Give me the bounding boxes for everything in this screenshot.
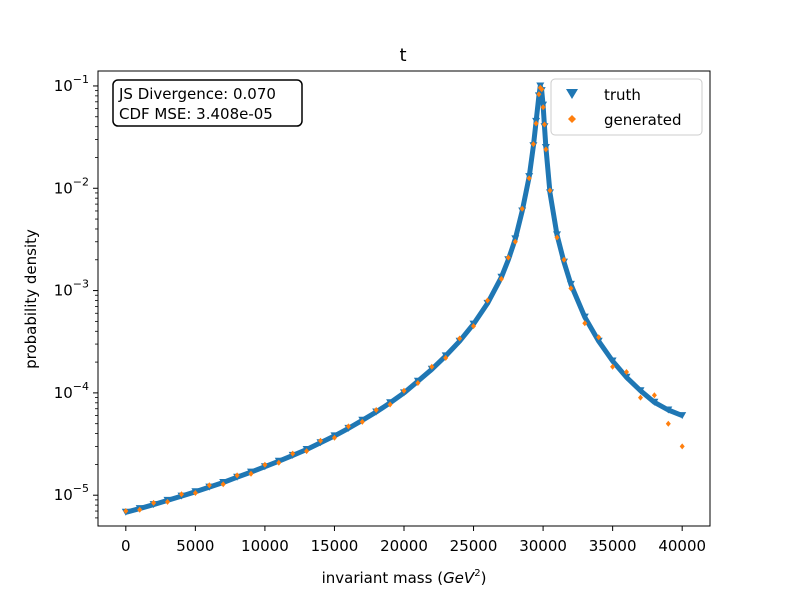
generated-point: [638, 394, 643, 401]
x-axis-label-exponent: 2: [474, 568, 480, 579]
truth-point: [594, 337, 603, 345]
generated-point: [512, 238, 518, 245]
annotation-cdf-mse: CDF MSE: 3.408e-05: [119, 105, 273, 123]
generated-point: [610, 363, 616, 370]
generated-series: [123, 84, 685, 514]
x-tick-label: 30000: [519, 537, 567, 555]
generated-point: [624, 369, 629, 375]
truth-point: [664, 406, 673, 414]
generated-point: [276, 459, 282, 466]
legend: truth generated: [550, 78, 703, 136]
x-tick-label: 35000: [589, 537, 637, 555]
generated-point: [206, 482, 212, 489]
generated-point: [554, 234, 560, 241]
generated-point: [443, 354, 449, 361]
x-tick-label: 20000: [380, 537, 428, 555]
generated-point: [471, 323, 476, 330]
generated-point: [248, 470, 254, 477]
truth-point: [608, 357, 617, 365]
generated-point: [533, 120, 539, 127]
generated-point: [415, 380, 421, 386]
generated-point: [536, 91, 542, 98]
plot-area: [98, 71, 710, 526]
generated-point: [262, 461, 268, 468]
generated-point: [192, 490, 198, 496]
generated-point: [304, 448, 310, 455]
generated-point: [547, 187, 553, 194]
generated-point: [542, 121, 547, 128]
y-tick-label: 10−4: [54, 380, 89, 402]
generated-point: [539, 86, 545, 93]
y-tick-label: 10−1: [54, 73, 89, 95]
generated-point: [561, 256, 567, 263]
x-axis-label: invariant mass (GeV2): [322, 568, 487, 587]
generated-point: [151, 499, 157, 506]
generated-point: [485, 297, 490, 304]
truth-series-line: [125, 83, 684, 515]
generated-point: [665, 420, 671, 427]
x-tick-label: 15000: [311, 537, 359, 555]
generated-point: [582, 320, 588, 327]
generated-point: [543, 146, 549, 153]
x-tick-label: 40000: [658, 537, 706, 555]
generated-point: [332, 434, 337, 441]
generated-point: [234, 472, 240, 479]
x-tick-label: 0: [121, 537, 131, 555]
generated-point: [137, 506, 143, 513]
y-tick-label: 10−3: [54, 278, 89, 300]
generated-point: [568, 285, 574, 292]
x-axis-label-text: invariant mass (: [322, 569, 443, 587]
generated-point: [123, 508, 129, 514]
generated-point: [429, 363, 435, 370]
x-tick-label: 25000: [450, 537, 498, 555]
truth-point: [566, 280, 575, 288]
annotation-js-divergence: JS Divergence: 0.070: [118, 85, 276, 103]
truth-point: [678, 412, 687, 420]
generated-point: [540, 104, 546, 111]
generated-point: [318, 437, 323, 444]
generated-point: [457, 335, 463, 342]
truth-point: [636, 387, 645, 395]
y-tick-label: 10−5: [54, 482, 89, 504]
generated-point: [345, 423, 351, 430]
y-tick-label: 10−2: [54, 175, 89, 197]
y-axis-label: probability density: [22, 229, 40, 369]
annotation-box: JS Divergence: 0.070 CDF MSE: 3.408e-05: [112, 79, 303, 127]
y-axis: 10−5 10−4 10−3 10−2 10−1: [54, 73, 98, 519]
truth-curve: [125, 83, 684, 515]
generated-point: [290, 450, 296, 457]
generated-point: [359, 418, 365, 425]
generated-point: [530, 141, 536, 148]
truth-point: [650, 398, 659, 406]
generated-point: [179, 491, 184, 498]
generated-point: [505, 254, 511, 261]
x-axis-label-close: ): [481, 569, 487, 587]
legend-label-truth: truth: [604, 86, 641, 104]
generated-point: [519, 205, 525, 212]
legend-frame: [550, 78, 703, 136]
generated-point: [526, 175, 532, 182]
generated-point: [373, 407, 379, 413]
generated-point: [165, 498, 170, 505]
legend-marker-generated: [568, 115, 576, 123]
legend-marker-truth: [566, 89, 578, 99]
generated-point: [498, 275, 504, 282]
generated-point: [387, 401, 393, 408]
x-axis: 0 5000 10000 15000 20000 25000 30000 35000 40000: [121, 526, 706, 555]
generated-point: [401, 387, 407, 394]
legend-label-generated: generated: [604, 111, 681, 129]
x-tick-label: 5000: [176, 537, 214, 555]
generated-point: [651, 392, 657, 399]
annotation-frame: [112, 79, 303, 127]
generated-point: [679, 443, 685, 450]
chart-title: t: [399, 45, 406, 66]
x-axis-label-unit: GeV: [443, 569, 476, 587]
truth-point: [580, 313, 589, 321]
truth-point: [622, 373, 631, 381]
generated-point: [220, 481, 226, 488]
x-tick-label: 10000: [241, 537, 289, 555]
generated-point: [596, 334, 602, 341]
